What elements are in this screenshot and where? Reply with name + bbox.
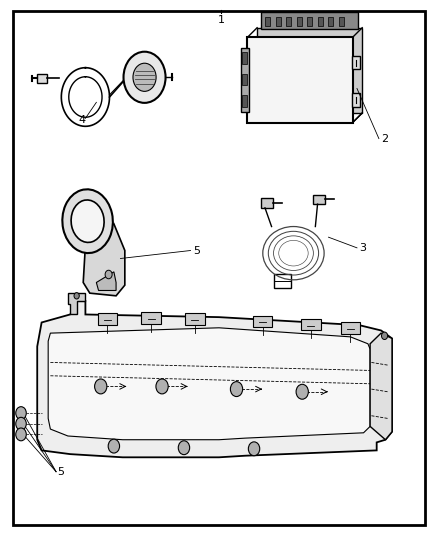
Polygon shape bbox=[48, 328, 370, 440]
Circle shape bbox=[124, 52, 166, 103]
FancyBboxPatch shape bbox=[301, 319, 321, 330]
Bar bbox=[242, 74, 247, 85]
FancyBboxPatch shape bbox=[185, 313, 205, 325]
Bar bbox=[242, 95, 247, 107]
Polygon shape bbox=[370, 333, 392, 440]
Polygon shape bbox=[96, 272, 116, 290]
Circle shape bbox=[178, 441, 190, 455]
Text: 5: 5 bbox=[193, 246, 200, 255]
Polygon shape bbox=[83, 224, 125, 296]
Circle shape bbox=[16, 407, 26, 419]
Bar bbox=[261, 12, 358, 29]
Circle shape bbox=[108, 439, 120, 453]
Circle shape bbox=[296, 384, 308, 399]
Circle shape bbox=[16, 428, 26, 441]
Text: 1: 1 bbox=[218, 15, 225, 25]
Circle shape bbox=[230, 382, 243, 397]
Bar bbox=[328, 17, 333, 26]
Bar bbox=[247, 37, 353, 123]
Text: 2: 2 bbox=[381, 134, 388, 143]
Bar bbox=[339, 17, 344, 26]
Circle shape bbox=[95, 379, 107, 394]
Circle shape bbox=[74, 293, 79, 299]
Bar bbox=[307, 17, 312, 26]
Text: 4: 4 bbox=[79, 115, 86, 125]
Polygon shape bbox=[37, 301, 392, 457]
Polygon shape bbox=[68, 293, 85, 314]
Text: 3: 3 bbox=[359, 243, 366, 253]
Bar bbox=[37, 74, 47, 83]
Bar bbox=[242, 52, 247, 64]
Bar bbox=[318, 17, 323, 26]
Bar bbox=[313, 195, 325, 204]
FancyBboxPatch shape bbox=[141, 312, 161, 324]
Circle shape bbox=[133, 63, 156, 91]
FancyBboxPatch shape bbox=[253, 316, 272, 327]
Circle shape bbox=[156, 379, 168, 394]
FancyBboxPatch shape bbox=[341, 322, 360, 334]
Bar bbox=[352, 56, 360, 69]
Circle shape bbox=[105, 270, 112, 279]
Text: 5: 5 bbox=[57, 467, 64, 477]
Circle shape bbox=[16, 417, 26, 430]
Bar bbox=[257, 28, 362, 113]
Bar bbox=[352, 93, 360, 107]
Bar bbox=[276, 17, 281, 26]
Bar bbox=[297, 17, 302, 26]
Bar bbox=[265, 17, 270, 26]
Bar bbox=[261, 198, 273, 208]
Ellipse shape bbox=[62, 189, 113, 253]
Circle shape bbox=[248, 442, 260, 456]
FancyBboxPatch shape bbox=[98, 313, 117, 325]
Bar bbox=[274, 274, 291, 288]
Bar bbox=[241, 48, 249, 112]
Circle shape bbox=[381, 332, 388, 340]
Bar bbox=[286, 17, 291, 26]
Ellipse shape bbox=[71, 200, 104, 243]
